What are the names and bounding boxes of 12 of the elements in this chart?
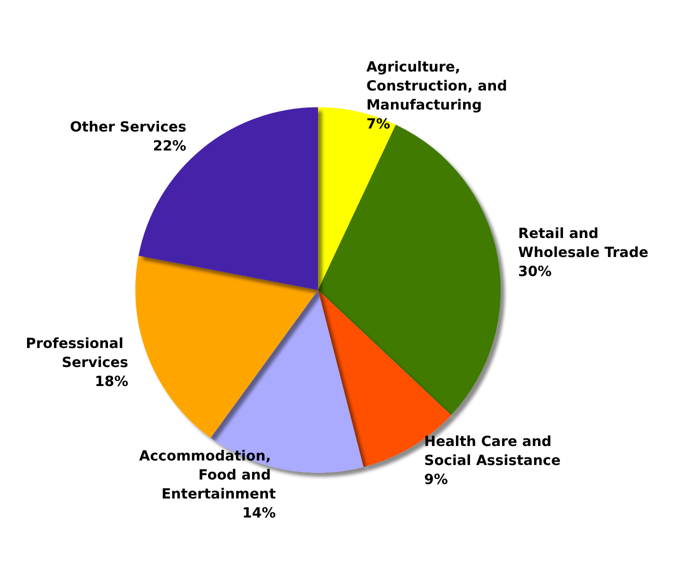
slice-label: Agriculture, Construction, and Manufacturing xyxy=(366,60,512,114)
slice-label: Other Services xyxy=(70,119,186,136)
data-label: 14% xyxy=(242,506,276,522)
data-label: 18% xyxy=(94,374,128,390)
slice-label: Retail and Wholesale Trade xyxy=(518,226,648,261)
data-label: 9% xyxy=(424,472,448,488)
slice-label: Health Care and Social Assistance xyxy=(424,434,561,470)
data-label: 22% xyxy=(152,138,186,154)
data-label: 7% xyxy=(366,116,390,133)
data-label: 30% xyxy=(518,264,552,280)
slice-label: Accommodation, Food and Entertainment xyxy=(139,448,276,503)
slice-label: Professional Services xyxy=(26,336,128,372)
